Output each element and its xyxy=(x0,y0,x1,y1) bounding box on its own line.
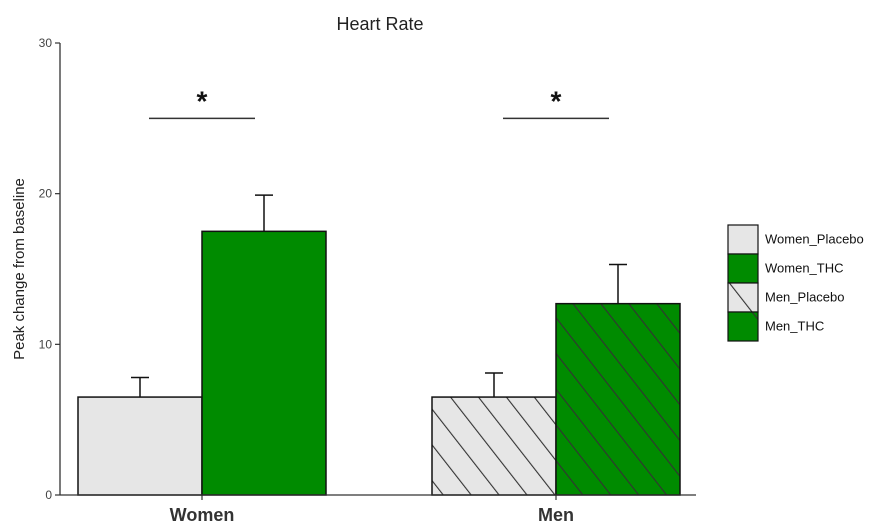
x-tick-label-women: Women xyxy=(170,505,235,525)
legend-label-men-thc: Men_THC xyxy=(765,319,824,334)
bar-men-thc xyxy=(555,302,681,496)
significance-star-women: * xyxy=(197,85,208,116)
legend-swatch-men-placebo xyxy=(727,282,759,313)
legend-label-women-placebo: Women_Placebo xyxy=(765,232,864,247)
y-axis-label: Peak change from baseline xyxy=(11,178,28,360)
x-tick-label-men: Men xyxy=(538,505,574,525)
significance-star-men: * xyxy=(551,85,562,116)
y-tick-label: 0 xyxy=(45,488,52,502)
bar-women-placebo xyxy=(77,396,203,496)
legend-swatch-women-thc xyxy=(727,253,759,284)
y-tick-label: 30 xyxy=(39,36,53,50)
bar-women-thc xyxy=(201,230,327,496)
legend-label-men-placebo: Men_Placebo xyxy=(765,290,845,305)
y-tick-label: 20 xyxy=(39,187,53,201)
legend-swatch-women-placebo xyxy=(727,224,759,255)
legend-label-women-thc: Women_THC xyxy=(765,261,844,276)
legend-swatch-men-thc xyxy=(727,311,759,342)
chart-title: Heart Rate xyxy=(336,14,423,34)
y-tick-label: 10 xyxy=(39,337,53,351)
bar-men-placebo xyxy=(431,396,557,496)
